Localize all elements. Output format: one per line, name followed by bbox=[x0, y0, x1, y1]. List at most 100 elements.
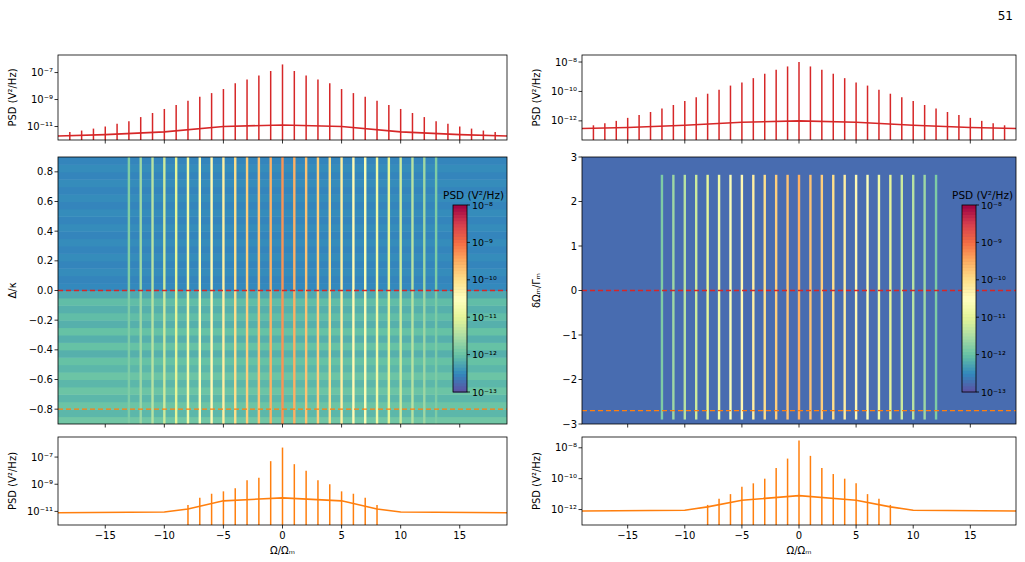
y-tick-label: 10⁻⁹ bbox=[31, 94, 53, 105]
spectral-peak bbox=[105, 127, 107, 140]
colorbar-tick-label: 10⁻¹² bbox=[472, 349, 497, 360]
y-tick bbox=[55, 260, 59, 261]
axes-frame bbox=[58, 437, 507, 525]
x-tick bbox=[400, 424, 401, 428]
reference-line bbox=[582, 290, 1016, 291]
background bbox=[0, 0, 1025, 562]
heat-line bbox=[684, 175, 686, 420]
x-tick bbox=[856, 424, 857, 428]
x-tick bbox=[799, 525, 800, 529]
x-tick bbox=[282, 424, 283, 428]
colorbar-tick bbox=[467, 392, 470, 393]
spectral-peak bbox=[593, 125, 595, 140]
spectral-peak bbox=[673, 105, 675, 140]
y-tick bbox=[579, 478, 583, 479]
x-tick-label: −10 bbox=[154, 530, 175, 541]
spectral-peak bbox=[764, 74, 766, 140]
spectral-peak bbox=[707, 505, 709, 525]
spectral-peak bbox=[730, 494, 732, 525]
y-tick-label: 10⁻⁸ bbox=[555, 57, 577, 68]
y-tick-label: 10⁻⁸ bbox=[555, 442, 577, 453]
heat-line bbox=[695, 175, 697, 420]
colorbar-max bbox=[453, 205, 467, 206]
x-tick-label: 10 bbox=[907, 530, 920, 541]
spectral-peak bbox=[317, 480, 319, 525]
y-tick-label: 10⁻¹⁰ bbox=[551, 473, 577, 484]
spectral-peak bbox=[376, 101, 378, 140]
x-tick bbox=[223, 140, 224, 144]
spectral-peak bbox=[981, 121, 983, 140]
x-tick-label: 5 bbox=[853, 530, 859, 541]
colorbar-tick bbox=[976, 317, 979, 318]
spectral-peak bbox=[707, 94, 709, 140]
spectral-peak bbox=[947, 112, 949, 140]
y-tick-label: −0.4 bbox=[29, 344, 53, 355]
x-tick bbox=[799, 140, 800, 144]
spectral-peak bbox=[258, 478, 260, 525]
heat-line bbox=[878, 175, 880, 420]
x-tick-label: 0 bbox=[279, 530, 285, 541]
heat-line bbox=[741, 175, 743, 420]
heat-line bbox=[901, 175, 903, 420]
x-tick bbox=[341, 525, 342, 529]
y-tick-label: 10⁻¹¹ bbox=[27, 506, 53, 517]
heat-line bbox=[935, 175, 937, 420]
spectral-peak bbox=[753, 483, 755, 525]
axes-frame bbox=[58, 55, 507, 140]
colorbar-tick-label: 10⁻¹¹ bbox=[472, 312, 497, 323]
x-tick-label: 10 bbox=[394, 530, 407, 541]
x-tick bbox=[970, 525, 971, 529]
y-tick bbox=[579, 157, 583, 158]
heat-line bbox=[912, 175, 914, 420]
spectral-peak bbox=[364, 498, 366, 525]
heat-line bbox=[718, 175, 720, 420]
x-tick bbox=[164, 424, 165, 428]
spectral-peak bbox=[305, 76, 307, 140]
panel: 10⁻⁸10⁻⁹10⁻¹⁰10⁻¹¹10⁻¹²10⁻¹³PSD (V²/Hz)−… bbox=[7, 157, 507, 428]
y-tick bbox=[579, 120, 583, 121]
y-tick bbox=[579, 62, 583, 63]
spectral-peak bbox=[294, 71, 296, 140]
colorbar-frame bbox=[453, 205, 467, 392]
heat-line bbox=[706, 175, 708, 420]
heat-line bbox=[661, 175, 663, 420]
colorbar-tick bbox=[467, 242, 470, 243]
spectral-peak bbox=[935, 108, 937, 140]
heat-line bbox=[923, 175, 925, 420]
plot-area bbox=[582, 440, 1016, 525]
colorbar-tick-label: 10⁻⁸ bbox=[981, 200, 1002, 211]
colorbar-tick-label: 10⁻¹¹ bbox=[981, 312, 1006, 323]
spectral-peak bbox=[924, 105, 926, 140]
spectral-peak bbox=[1004, 125, 1006, 140]
heat-line bbox=[832, 175, 834, 420]
y-tick-label: −0.2 bbox=[29, 315, 53, 326]
spectral-peak bbox=[775, 468, 777, 525]
spectral-peak bbox=[164, 109, 166, 140]
colorbar-tick bbox=[976, 279, 979, 280]
y-tick bbox=[55, 457, 59, 458]
heat-line bbox=[786, 175, 788, 420]
heat-line bbox=[889, 175, 891, 420]
spectral-peak bbox=[890, 505, 892, 525]
spectral-peak bbox=[741, 487, 743, 525]
spectral-peak bbox=[650, 112, 652, 140]
reference-line bbox=[582, 410, 1016, 411]
y-tick-label: 10⁻⁹ bbox=[31, 479, 53, 490]
heat-line bbox=[866, 175, 868, 420]
x-tick bbox=[400, 140, 401, 144]
colorbar-tick-label: 10⁻¹² bbox=[981, 349, 1006, 360]
spectral-peak bbox=[353, 494, 355, 525]
spectral-peak bbox=[317, 80, 319, 140]
spectral-peak bbox=[353, 93, 355, 140]
x-tick bbox=[105, 140, 106, 144]
y-tick bbox=[55, 349, 59, 350]
colorbar-step bbox=[962, 205, 976, 209]
spectral-peak bbox=[223, 89, 225, 140]
plot-area bbox=[58, 157, 507, 424]
x-tick bbox=[164, 525, 165, 529]
plot-area bbox=[582, 157, 1016, 424]
x-tick bbox=[282, 140, 283, 144]
y-tick bbox=[55, 126, 59, 127]
x-tick bbox=[627, 140, 628, 144]
x-tick-label: −15 bbox=[95, 530, 116, 541]
